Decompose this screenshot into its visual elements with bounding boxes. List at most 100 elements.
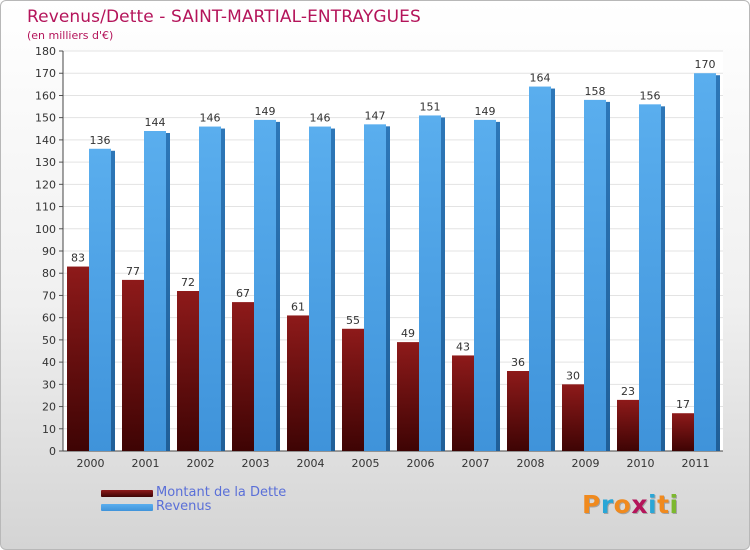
bar-revenus bbox=[309, 126, 331, 452]
bar-dette bbox=[67, 266, 89, 451]
x-tick-label: 2008 bbox=[517, 457, 545, 470]
bar-side bbox=[166, 133, 170, 451]
bar-side bbox=[441, 117, 445, 451]
logo-letter: i bbox=[669, 490, 679, 519]
bar-dette bbox=[397, 342, 419, 451]
legend-label-revenus: Revenus bbox=[156, 499, 212, 514]
x-tick-label: 2001 bbox=[132, 457, 160, 470]
y-tick-label: 30 bbox=[42, 378, 56, 391]
bar-revenus bbox=[474, 119, 496, 451]
data-label-revenus: 149 bbox=[255, 105, 276, 118]
bar-dette bbox=[342, 328, 364, 451]
y-tick-label: 20 bbox=[42, 401, 56, 414]
y-tick-label: 0 bbox=[49, 445, 56, 458]
data-label-dette: 43 bbox=[456, 340, 470, 353]
bar-revenus bbox=[419, 115, 441, 451]
logo-letter: t bbox=[657, 490, 670, 519]
x-tick-label: 2006 bbox=[407, 457, 435, 470]
data-label-revenus: 164 bbox=[530, 72, 551, 85]
data-label-dette: 49 bbox=[401, 327, 415, 340]
y-tick-label: 170 bbox=[35, 67, 56, 80]
y-tick-label: 180 bbox=[35, 45, 56, 58]
data-label-revenus: 147 bbox=[365, 109, 386, 122]
bar-dette bbox=[232, 302, 254, 451]
bar-side bbox=[221, 128, 225, 452]
proxiti-logo: Proxiti bbox=[582, 490, 679, 519]
data-label-revenus: 146 bbox=[310, 112, 331, 125]
bar-dette bbox=[672, 413, 694, 451]
logo-letter: r bbox=[600, 490, 614, 519]
y-tick-label: 60 bbox=[42, 312, 56, 325]
logo-letter: P bbox=[582, 490, 601, 519]
y-tick-label: 70 bbox=[42, 289, 56, 302]
bar-revenus bbox=[694, 73, 716, 451]
data-label-dette: 17 bbox=[676, 398, 690, 411]
x-tick-label: 2011 bbox=[682, 457, 710, 470]
data-label-dette: 55 bbox=[346, 314, 360, 327]
bar-side bbox=[661, 106, 665, 451]
bar-side bbox=[276, 121, 280, 451]
bar-side bbox=[386, 126, 390, 451]
y-tick-label: 110 bbox=[35, 201, 56, 214]
bar-revenus bbox=[199, 126, 221, 452]
y-tick-label: 130 bbox=[35, 156, 56, 169]
data-label-dette: 77 bbox=[126, 265, 140, 278]
data-label-revenus: 149 bbox=[475, 105, 496, 118]
bar-dette bbox=[562, 384, 584, 451]
y-tick-label: 120 bbox=[35, 178, 56, 191]
y-tick-label: 90 bbox=[42, 245, 56, 258]
data-label-dette: 67 bbox=[236, 287, 250, 300]
y-tick-label: 140 bbox=[35, 134, 56, 147]
y-tick-label: 80 bbox=[42, 267, 56, 280]
data-label-revenus: 170 bbox=[695, 58, 716, 71]
x-tick-label: 2002 bbox=[187, 457, 215, 470]
bar-dette bbox=[122, 279, 144, 451]
bar-side bbox=[331, 128, 335, 452]
bar-revenus bbox=[144, 131, 166, 451]
bar-side bbox=[496, 121, 500, 451]
x-tick-label: 2000 bbox=[77, 457, 105, 470]
bar-dette bbox=[617, 399, 639, 451]
legend-swatch-revenus bbox=[101, 504, 153, 511]
bar-dette bbox=[452, 355, 474, 451]
x-tick-label: 2005 bbox=[352, 457, 380, 470]
bar-revenus bbox=[529, 86, 551, 452]
data-label-revenus: 144 bbox=[145, 116, 166, 129]
data-label-revenus: 156 bbox=[640, 89, 661, 102]
bar-revenus bbox=[364, 124, 386, 451]
bar-revenus bbox=[584, 99, 606, 451]
y-tick-label: 50 bbox=[42, 334, 56, 347]
y-tick-label: 40 bbox=[42, 356, 56, 369]
bar-side bbox=[716, 75, 720, 451]
bar-side bbox=[111, 150, 115, 451]
legend-label-dette: Montant de la Dette bbox=[156, 485, 287, 500]
logo-letter: o bbox=[613, 490, 632, 519]
data-label-revenus: 158 bbox=[585, 85, 606, 98]
y-tick-label: 150 bbox=[35, 112, 56, 125]
bar-dette bbox=[287, 315, 309, 451]
bar-side bbox=[606, 101, 610, 451]
bar-side bbox=[551, 88, 555, 452]
x-tick-label: 2007 bbox=[462, 457, 490, 470]
logo-letter: x bbox=[631, 490, 648, 519]
y-tick-label: 160 bbox=[35, 89, 56, 102]
chart-title: Revenus/Dette - SAINT-MARTIAL-ENTRAYGUES bbox=[27, 7, 421, 27]
data-label-dette: 23 bbox=[621, 385, 635, 398]
x-tick-label: 2004 bbox=[297, 457, 325, 470]
x-tick-label: 2010 bbox=[627, 457, 655, 470]
data-label-dette: 72 bbox=[181, 276, 195, 289]
data-label-dette: 83 bbox=[71, 252, 85, 265]
y-tick-label: 100 bbox=[35, 223, 56, 236]
y-tick-label: 10 bbox=[42, 423, 56, 436]
bar-dette bbox=[177, 291, 199, 451]
logo-letter: i bbox=[648, 490, 658, 519]
data-label-revenus: 136 bbox=[90, 134, 111, 147]
chart-subtitle: (en milliers d'€) bbox=[27, 29, 114, 42]
data-label-dette: 61 bbox=[291, 300, 305, 313]
data-label-revenus: 146 bbox=[200, 112, 221, 125]
bar-revenus bbox=[89, 148, 111, 451]
bar-revenus bbox=[254, 119, 276, 451]
bar-revenus bbox=[639, 104, 661, 451]
